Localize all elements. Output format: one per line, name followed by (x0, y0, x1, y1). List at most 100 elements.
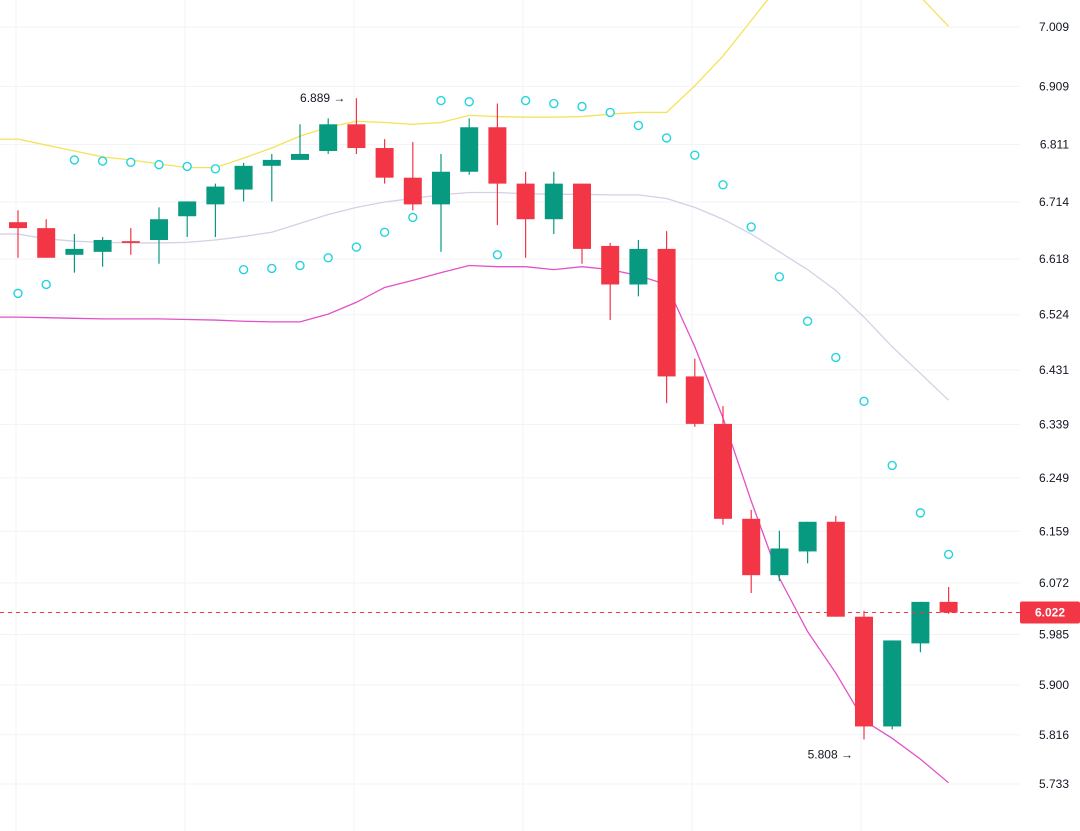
sar-dot (549, 98, 559, 109)
candle (601, 242, 620, 321)
candle (291, 124, 309, 160)
sar-dot (97, 156, 108, 166)
candle-body (93, 239, 112, 252)
sar-dot (887, 460, 897, 471)
last-price: 6.022 (0, 601, 1080, 624)
candle (37, 219, 56, 258)
grid (0, 0, 1020, 831)
candle-body (488, 127, 507, 184)
sar-dot (915, 508, 926, 518)
sar-dot (210, 164, 221, 174)
candle-body (544, 183, 563, 220)
extreme-price-label: 6.889 → (300, 91, 345, 105)
sar-dot (577, 101, 587, 112)
candle (939, 587, 958, 614)
candle (855, 610, 873, 740)
price-axis[interactable]: 7.009 6.909 6.811 6.714 6.618 6.524 6.431 6.339… (1039, 20, 1069, 791)
candle (65, 234, 84, 273)
middle-band (0, 191, 950, 401)
candle (347, 98, 366, 154)
sar-dot (126, 157, 136, 167)
candle (150, 207, 168, 264)
sar-dot (267, 263, 277, 274)
sar-dot (943, 549, 954, 560)
candle (319, 118, 338, 154)
sar-dot (408, 212, 418, 223)
sar-dot (633, 120, 644, 131)
y-tick-label: 6.618 (1039, 252, 1069, 266)
sar-dot (436, 95, 446, 106)
upper-band (0, 0, 950, 169)
candle (685, 358, 704, 427)
y-tick-label: 6.909 (1039, 79, 1069, 93)
candle-body (516, 183, 535, 220)
candle-body (150, 219, 168, 240)
y-tick-label: 5.985 (1039, 627, 1069, 641)
candle-body (262, 159, 281, 166)
candle (375, 139, 394, 184)
sar-dot (746, 222, 756, 232)
candle (93, 237, 112, 267)
upper-band-line (0, 0, 950, 169)
sar-dot (379, 227, 390, 237)
candle-body (573, 183, 591, 249)
candles (9, 98, 958, 740)
candle (460, 118, 479, 175)
candle (262, 153, 281, 202)
candle-body (319, 124, 338, 151)
candle (798, 521, 817, 564)
candle-body (347, 124, 366, 149)
candle-body (826, 521, 845, 617)
y-tick-label: 6.714 (1039, 195, 1069, 209)
candle-body (798, 521, 817, 552)
sar-dot (859, 396, 869, 407)
y-tick-label: 6.524 (1039, 308, 1069, 322)
sar-dot (154, 159, 164, 170)
y-tick-label: 5.733 (1039, 777, 1069, 791)
y-tick-label: 7.009 (1039, 20, 1069, 34)
sar-dot (351, 242, 362, 252)
candle (206, 183, 225, 238)
y-tick-label: 5.816 (1039, 728, 1069, 742)
candle (432, 153, 450, 252)
sar-dot (492, 250, 503, 260)
last-price-badge (1020, 601, 1080, 624)
sar-dot (323, 253, 333, 263)
y-tick-label: 5.900 (1039, 678, 1069, 692)
candle-body (432, 171, 450, 205)
candle-body (460, 127, 479, 172)
sar-dot (690, 150, 700, 160)
middle-band-line (0, 191, 950, 401)
parabolic-sar (13, 95, 954, 560)
candle-body (714, 423, 732, 519)
sar-dot (661, 133, 672, 143)
sar-dot (718, 180, 728, 190)
candle (9, 210, 27, 258)
candle-body (37, 228, 56, 258)
candle (544, 171, 563, 235)
sar-dot (238, 264, 249, 275)
candle-body (601, 245, 620, 285)
y-tick-label: 6.249 (1039, 471, 1069, 485)
candle-body (742, 518, 761, 576)
candle (742, 509, 761, 593)
y-tick-label: 6.159 (1039, 524, 1069, 538)
sar-dot (295, 260, 305, 271)
sar-dot (182, 161, 192, 172)
sar-dot (464, 97, 474, 107)
lower-band-line (0, 264, 950, 784)
candle (770, 530, 789, 582)
sar-dot (520, 95, 531, 106)
candle (883, 640, 902, 730)
candle-body (234, 165, 253, 190)
candle-body (375, 148, 394, 178)
candle (234, 162, 253, 202)
sar-dot (13, 288, 23, 299)
candle (657, 231, 676, 404)
annotations: 6.889 → 5.808 → (300, 91, 853, 761)
sar-dot (69, 155, 80, 165)
sar-dot (802, 316, 813, 326)
candle-body (178, 201, 197, 217)
